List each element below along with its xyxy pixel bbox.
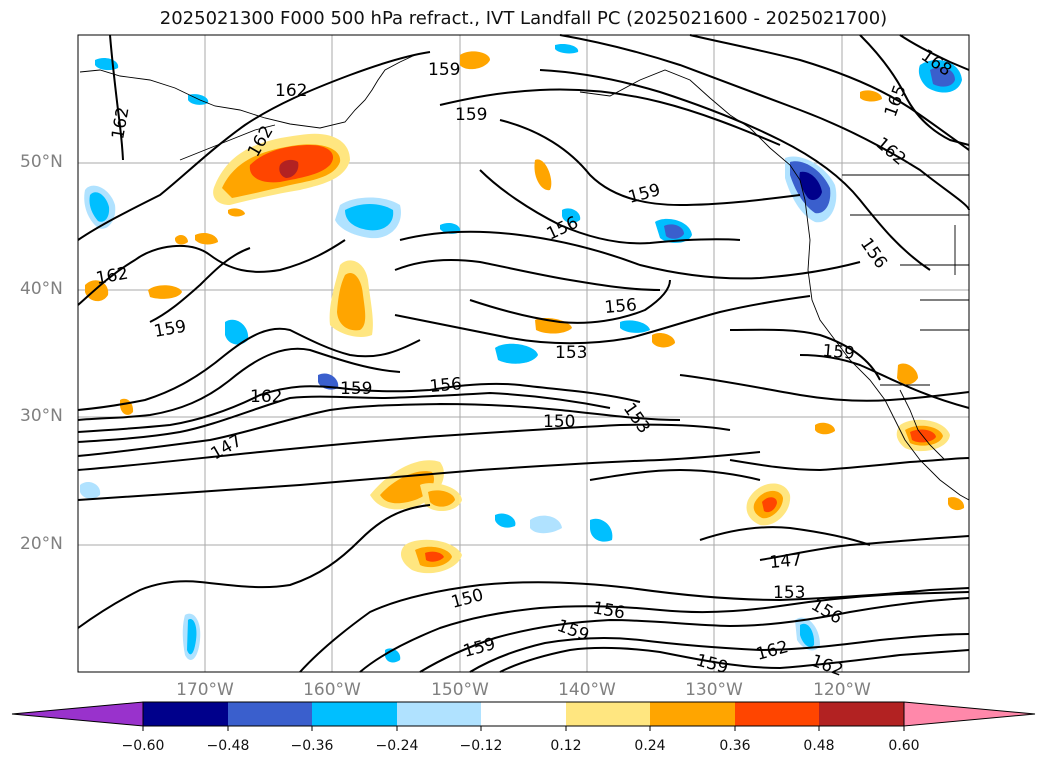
contour-label: 153 [773, 583, 805, 603]
colorbar-segment [819, 702, 904, 726]
colorbar-segment [735, 702, 819, 726]
colorbar-tick-label: −0.12 [459, 738, 503, 754]
lon-label-170w: 170°W [176, 680, 234, 700]
contour-label: 156 [429, 374, 463, 397]
colorbar-tick-label: −0.24 [375, 738, 419, 754]
colorbar-segment [481, 702, 566, 726]
lon-label-150w: 150°W [431, 680, 489, 700]
colorbar-tick-label: 0.48 [803, 738, 835, 754]
colorbar-tick-label: 0.24 [634, 738, 666, 754]
colorbar-tick-label: −0.60 [121, 738, 165, 754]
contour-label: 159 [455, 105, 487, 125]
contour-labels: 162 162 162 159 159 159 159 162 159 156 … [94, 46, 955, 681]
colorbar-tick-label: 0.60 [888, 738, 920, 754]
shaded-anomaly-patches [80, 43, 965, 663]
contour-label: 159 [822, 341, 856, 364]
colorbar-segment [397, 702, 481, 726]
lon-label-120w: 120°W [813, 680, 871, 700]
colorbar-tick-label: −0.48 [206, 738, 250, 754]
contour-label: 147 [769, 550, 803, 573]
coastlines [79, 54, 970, 501]
refractivity-contours [77, 34, 970, 673]
contour-label: 156 [604, 295, 638, 318]
colorbar-segment [228, 702, 312, 726]
contour-label: 150 [543, 412, 575, 432]
lon-label-130w: 130°W [685, 680, 743, 700]
map-title: 2025021300 F000 500 hPa refract., IVT La… [159, 8, 888, 29]
colorbar-extend-low [11, 701, 144, 727]
map-frame [77, 34, 970, 673]
lat-label-20n: 20°N [20, 534, 63, 554]
colorbar-segment [650, 702, 735, 726]
lat-label-30n: 30°N [20, 406, 63, 426]
lon-label-140w: 140°W [558, 680, 616, 700]
lat-label-40n: 40°N [20, 279, 63, 299]
colorbar-tick-label: −0.36 [290, 738, 334, 754]
colorbar-tick-label: 0.12 [550, 738, 582, 754]
contour-label: 162 [275, 81, 307, 101]
contour-label: 153 [555, 343, 587, 363]
colorbar-segment [312, 702, 397, 726]
contour-label: 159 [428, 60, 460, 80]
colorbar-extend-high [903, 701, 1036, 727]
colorbar-segment [566, 702, 650, 726]
colorbar-segment [143, 702, 228, 726]
colorbar [11, 701, 1036, 731]
colorbar-tick-label: 0.36 [719, 738, 751, 754]
contour-label: 159 [340, 379, 372, 399]
lon-label-160w: 160°W [303, 680, 361, 700]
contour-label: 162 [250, 387, 282, 407]
lat-label-50n: 50°N [20, 152, 63, 172]
